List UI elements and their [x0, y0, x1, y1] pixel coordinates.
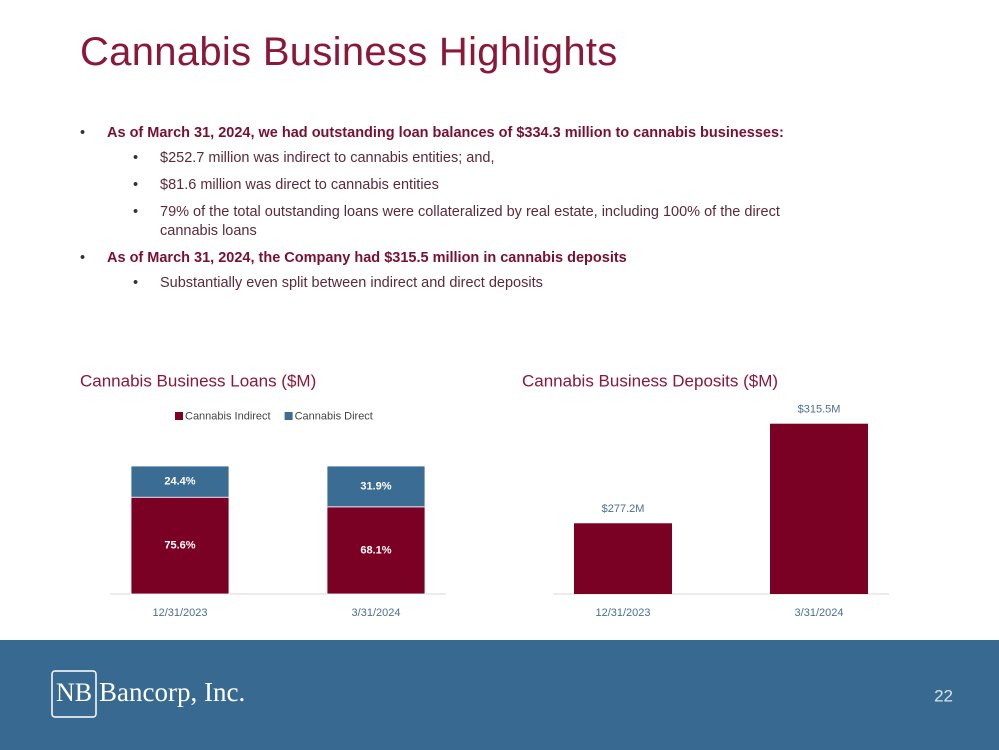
data-label: $315.5M: [798, 404, 841, 416]
bar-segment: [326, 506, 426, 595]
bullet-list: As of March 31, 2024, we had outstanding…: [80, 124, 960, 301]
logo-mark: NB: [56, 678, 92, 707]
data-label: 68.1%: [360, 544, 391, 556]
logo-box: [51, 670, 97, 718]
x-tick-label: 12/31/2023: [152, 607, 207, 619]
footer-band: [0, 640, 999, 750]
sub-list: Substantially even split between indirec…: [107, 274, 960, 293]
bullet: As of March 31, 2024, we had outstanding…: [80, 124, 960, 241]
page-number: 22: [934, 686, 953, 705]
slide-title: Cannabis Business Highlights: [80, 30, 618, 74]
data-label: 24.4%: [164, 476, 195, 488]
sub-bullet: $81.6 million was direct to cannabis ent…: [107, 176, 840, 195]
legend-swatch: [284, 412, 293, 420]
sub-list: $252.7 million was indirect to cannabis …: [107, 149, 960, 241]
data-label: 75.6%: [164, 540, 195, 552]
bar-segment: [130, 465, 230, 498]
data-label: $277.2M: [602, 503, 645, 515]
x-tick-label: 3/31/2024: [795, 607, 844, 619]
bar-segment: [130, 496, 230, 595]
chart-title: Cannabis Business Deposits ($M): [522, 371, 778, 390]
chart-title: Cannabis Business Loans ($M): [80, 371, 316, 390]
x-tick-label: 3/31/2024: [352, 607, 401, 619]
bullet-text: As of March 31, 2024, we had outstanding…: [107, 125, 784, 141]
data-label: 31.9%: [360, 480, 391, 492]
bar: [574, 523, 672, 594]
bullet-text: As of March 31, 2024, the Company had $3…: [107, 250, 627, 266]
x-tick-label: 12/31/2023: [595, 607, 650, 619]
logo-text: Bancorp, Inc.: [99, 677, 245, 707]
bar-segment: [326, 465, 426, 508]
sub-bullet: Substantially even split between indirec…: [107, 274, 840, 293]
bullet: As of March 31, 2024, the Company had $3…: [80, 249, 960, 293]
sub-bullet: 79% of the total outstanding loans were …: [107, 203, 840, 241]
legend-label: Cannabis Indirect: [185, 410, 271, 422]
bar: [770, 423, 868, 594]
legend-label: Cannabis Direct: [295, 410, 373, 422]
legend-swatch: [175, 412, 183, 420]
sub-bullet: $252.7 million was indirect to cannabis …: [107, 149, 840, 168]
